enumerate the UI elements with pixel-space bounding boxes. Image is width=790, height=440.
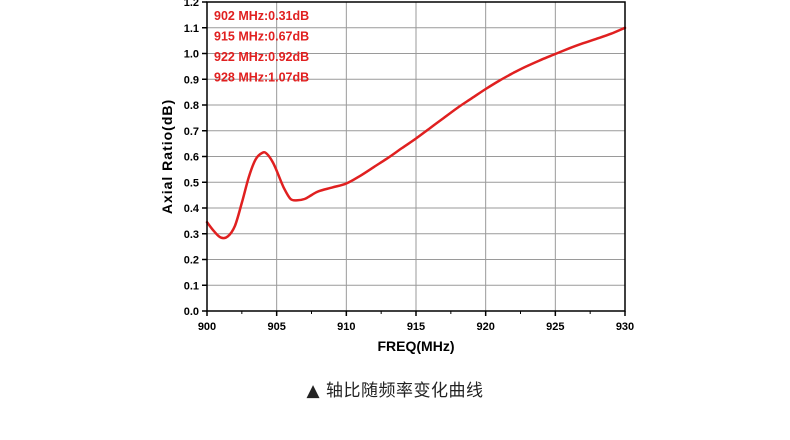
y-tick-label: 1.1 bbox=[184, 23, 199, 35]
y-tick-label: 0.5 bbox=[184, 177, 199, 189]
y-tick-label: 1.0 bbox=[184, 49, 199, 61]
y-tick-label: 0.7 bbox=[184, 126, 199, 138]
annotation-label: 928 MHz:1.07dB bbox=[214, 71, 309, 85]
y-tick-label: 0.4 bbox=[184, 203, 200, 215]
x-tick-label: 930 bbox=[616, 321, 634, 333]
annotation-label: 922 MHz:0.92dB bbox=[214, 50, 309, 64]
triangle-icon: ▲ bbox=[306, 381, 321, 401]
y-axis-title: Axial Ratio(dB) bbox=[159, 99, 175, 214]
x-tick-label: 925 bbox=[546, 321, 564, 333]
x-tick-label: 915 bbox=[407, 321, 425, 333]
y-tick-label: 0.8 bbox=[184, 100, 199, 112]
figure-caption: ▲ 轴比随频率变化曲线 bbox=[0, 376, 790, 401]
y-tick-label: 0.3 bbox=[184, 229, 199, 241]
plot-frame bbox=[206, 1, 626, 312]
x-tick-label: 920 bbox=[476, 321, 494, 333]
y-tick-label: 0.2 bbox=[184, 255, 199, 267]
y-tick-label: 1.2 bbox=[184, 0, 199, 9]
x-axis-title: FREQ(MHz) bbox=[378, 338, 455, 354]
ticks bbox=[202, 1, 626, 316]
y-tick-label: 0.9 bbox=[184, 74, 199, 86]
axial-ratio-chart: 900 905 910 915 920 925 930 0.0 0.1 0.2 0.3 0.4 0.5 0… bbox=[159, 0, 634, 354]
x-tick-label: 900 bbox=[198, 321, 216, 333]
y-tick-label: 0.6 bbox=[184, 152, 199, 164]
annotations: 902 MHz:0.31dB 915 MHz:0.67dB 922 MHz:0.92… bbox=[214, 9, 309, 85]
grid bbox=[207, 2, 625, 311]
annotation-label: 915 MHz:0.67dB bbox=[214, 30, 309, 44]
y-tick-label: 0.0 bbox=[184, 306, 199, 318]
axial-ratio-line bbox=[205, 26, 627, 240]
x-tick-label: 910 bbox=[337, 321, 355, 333]
caption-text: 轴比随频率变化曲线 bbox=[325, 381, 484, 401]
annotation-label: 902 MHz:0.31dB bbox=[214, 9, 309, 23]
y-tick-label: 0.1 bbox=[184, 280, 199, 292]
tick-labels: 900 905 910 915 920 925 930 0.0 0.1 0.2 0.3 0.4 0.5 0… bbox=[184, 0, 634, 333]
x-tick-label: 905 bbox=[267, 321, 285, 333]
